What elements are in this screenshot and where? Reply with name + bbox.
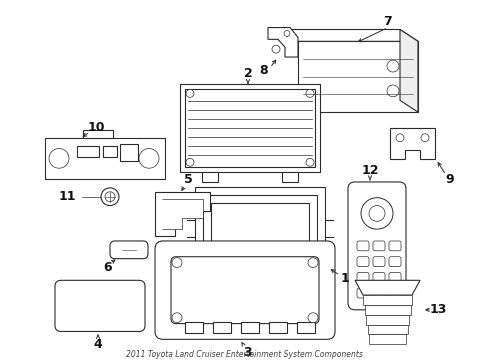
Text: 12: 12 <box>361 164 378 177</box>
FancyBboxPatch shape <box>388 257 400 266</box>
Circle shape <box>49 149 69 168</box>
Text: 8: 8 <box>259 64 268 77</box>
Circle shape <box>172 313 182 323</box>
FancyBboxPatch shape <box>110 241 148 259</box>
Bar <box>203 195 316 262</box>
Circle shape <box>360 198 392 229</box>
Circle shape <box>185 90 194 97</box>
Bar <box>202 172 218 182</box>
Circle shape <box>420 134 428 141</box>
Circle shape <box>139 149 159 168</box>
Bar <box>77 145 99 157</box>
FancyBboxPatch shape <box>388 273 400 282</box>
Text: 1: 1 <box>340 272 348 285</box>
Circle shape <box>368 206 384 221</box>
Circle shape <box>395 134 403 141</box>
Bar <box>297 41 417 112</box>
Bar <box>364 305 409 315</box>
FancyBboxPatch shape <box>372 288 384 298</box>
Bar <box>268 321 286 333</box>
Circle shape <box>271 45 280 53</box>
FancyBboxPatch shape <box>372 241 384 251</box>
Text: 11: 11 <box>59 190 76 203</box>
Circle shape <box>105 192 115 202</box>
FancyBboxPatch shape <box>155 241 334 339</box>
FancyBboxPatch shape <box>372 273 384 282</box>
Circle shape <box>305 90 313 97</box>
Bar <box>365 315 408 325</box>
Text: 5: 5 <box>183 174 192 186</box>
Bar <box>288 270 301 278</box>
FancyBboxPatch shape <box>356 273 368 282</box>
Circle shape <box>386 60 398 72</box>
Text: 2011 Toyota Land Cruiser Entertainment System Components: 2011 Toyota Land Cruiser Entertainment S… <box>125 350 362 359</box>
Text: 13: 13 <box>428 303 446 316</box>
FancyBboxPatch shape <box>356 288 368 298</box>
FancyBboxPatch shape <box>347 182 405 310</box>
Text: 2: 2 <box>243 67 252 80</box>
FancyBboxPatch shape <box>356 257 368 266</box>
Text: 6: 6 <box>103 261 112 274</box>
Bar <box>83 130 113 138</box>
Bar <box>120 144 138 161</box>
FancyBboxPatch shape <box>356 241 368 251</box>
FancyBboxPatch shape <box>388 241 400 251</box>
Text: 3: 3 <box>242 346 251 359</box>
Polygon shape <box>280 30 417 41</box>
Text: 10: 10 <box>87 121 104 134</box>
Bar <box>282 172 297 182</box>
Bar <box>184 89 314 167</box>
Circle shape <box>305 158 313 166</box>
Polygon shape <box>389 128 434 159</box>
Circle shape <box>101 188 119 206</box>
Bar <box>184 321 203 333</box>
Bar <box>210 203 308 255</box>
Polygon shape <box>162 199 203 229</box>
Circle shape <box>307 313 317 323</box>
Polygon shape <box>267 27 297 57</box>
Bar <box>214 270 225 278</box>
Circle shape <box>386 85 398 97</box>
Polygon shape <box>155 192 209 236</box>
Text: 4: 4 <box>93 338 102 351</box>
Bar <box>103 145 117 157</box>
Bar <box>368 334 405 344</box>
FancyBboxPatch shape <box>372 257 384 266</box>
Text: 9: 9 <box>445 172 453 185</box>
Bar <box>296 321 314 333</box>
Text: 7: 7 <box>383 15 391 28</box>
FancyBboxPatch shape <box>388 288 400 298</box>
Bar <box>241 321 259 333</box>
Polygon shape <box>399 30 417 112</box>
Bar <box>362 295 411 305</box>
Circle shape <box>172 258 182 267</box>
FancyBboxPatch shape <box>171 257 318 324</box>
Circle shape <box>284 31 289 36</box>
Circle shape <box>307 258 317 267</box>
Bar <box>45 138 164 179</box>
Bar <box>264 270 275 278</box>
FancyBboxPatch shape <box>55 280 145 332</box>
Bar <box>213 321 230 333</box>
Bar <box>367 325 407 334</box>
Bar <box>180 84 319 172</box>
Circle shape <box>185 158 194 166</box>
Bar <box>195 187 325 270</box>
Bar <box>239 270 250 278</box>
Polygon shape <box>354 280 419 295</box>
